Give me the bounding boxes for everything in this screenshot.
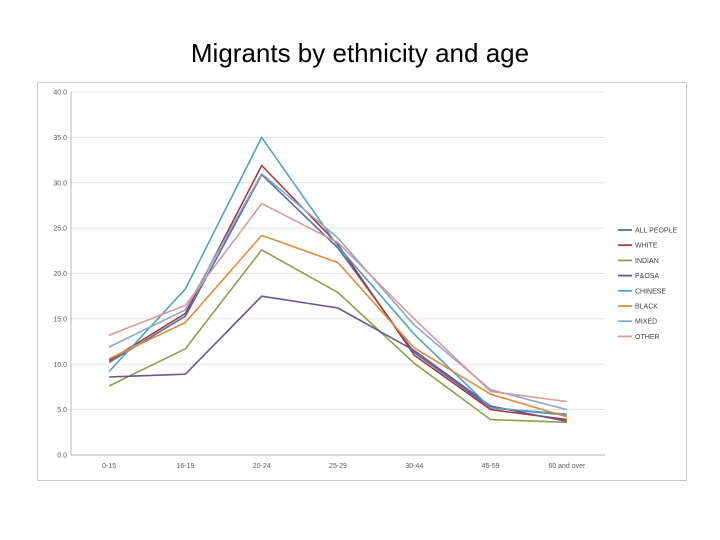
legend-label: INDIAN	[635, 258, 659, 265]
legend-label: MIXED	[635, 319, 657, 326]
y-tick-label: 20.0	[53, 271, 67, 278]
series-line-chinese	[108, 136, 567, 415]
legend-label: WHITE	[635, 243, 658, 250]
y-tick-label: 15.0	[53, 316, 67, 323]
legend-label: CHINESE	[635, 288, 666, 295]
series-line-mixed	[108, 172, 568, 411]
x-tick-label: 25-29	[329, 463, 347, 470]
chart-frame: 0.0 5.0 10.0 15.0 20.0 25.0 30.0 35.0 40.0 0-15 16…	[37, 82, 687, 481]
x-tick-label: 16-19	[176, 463, 194, 470]
y-tick-label: 30.0	[53, 180, 67, 187]
line-chart: 0.0 5.0 10.0 15.0 20.0 25.0 30.0 35.0 40.0 0-15 16…	[53, 90, 677, 471]
y-tick-label: 40.0	[53, 90, 67, 97]
y-tick-label: 35.0	[53, 135, 67, 142]
x-tick-label: 45-59	[482, 463, 500, 470]
series-line-white	[108, 164, 568, 421]
legend-label: OTHER	[635, 334, 660, 341]
x-tick-label: 60 and over	[548, 463, 586, 470]
legend-label: BLACK	[635, 304, 658, 311]
series-line-all-people	[108, 173, 567, 416]
y-tick-label: 5.0	[57, 407, 67, 414]
y-tick-label: 25.0	[53, 226, 67, 233]
x-tick-label: 30-44	[405, 463, 423, 470]
series-line-black	[108, 234, 568, 418]
series-line-p-osa	[109, 295, 568, 423]
legend-label: P&OSA	[635, 273, 659, 280]
x-tick-label: 0-15	[102, 463, 116, 470]
series-line-indian	[108, 249, 567, 424]
series-line-other	[108, 202, 568, 403]
legend-label: ALL PEOPLE	[635, 228, 677, 235]
x-tick-label: 20-24	[253, 463, 271, 470]
y-tick-label: 0.0	[57, 453, 67, 460]
y-tick-label: 10.0	[53, 362, 67, 369]
page-title: Migrants by ethnicity and age	[190, 38, 530, 68]
